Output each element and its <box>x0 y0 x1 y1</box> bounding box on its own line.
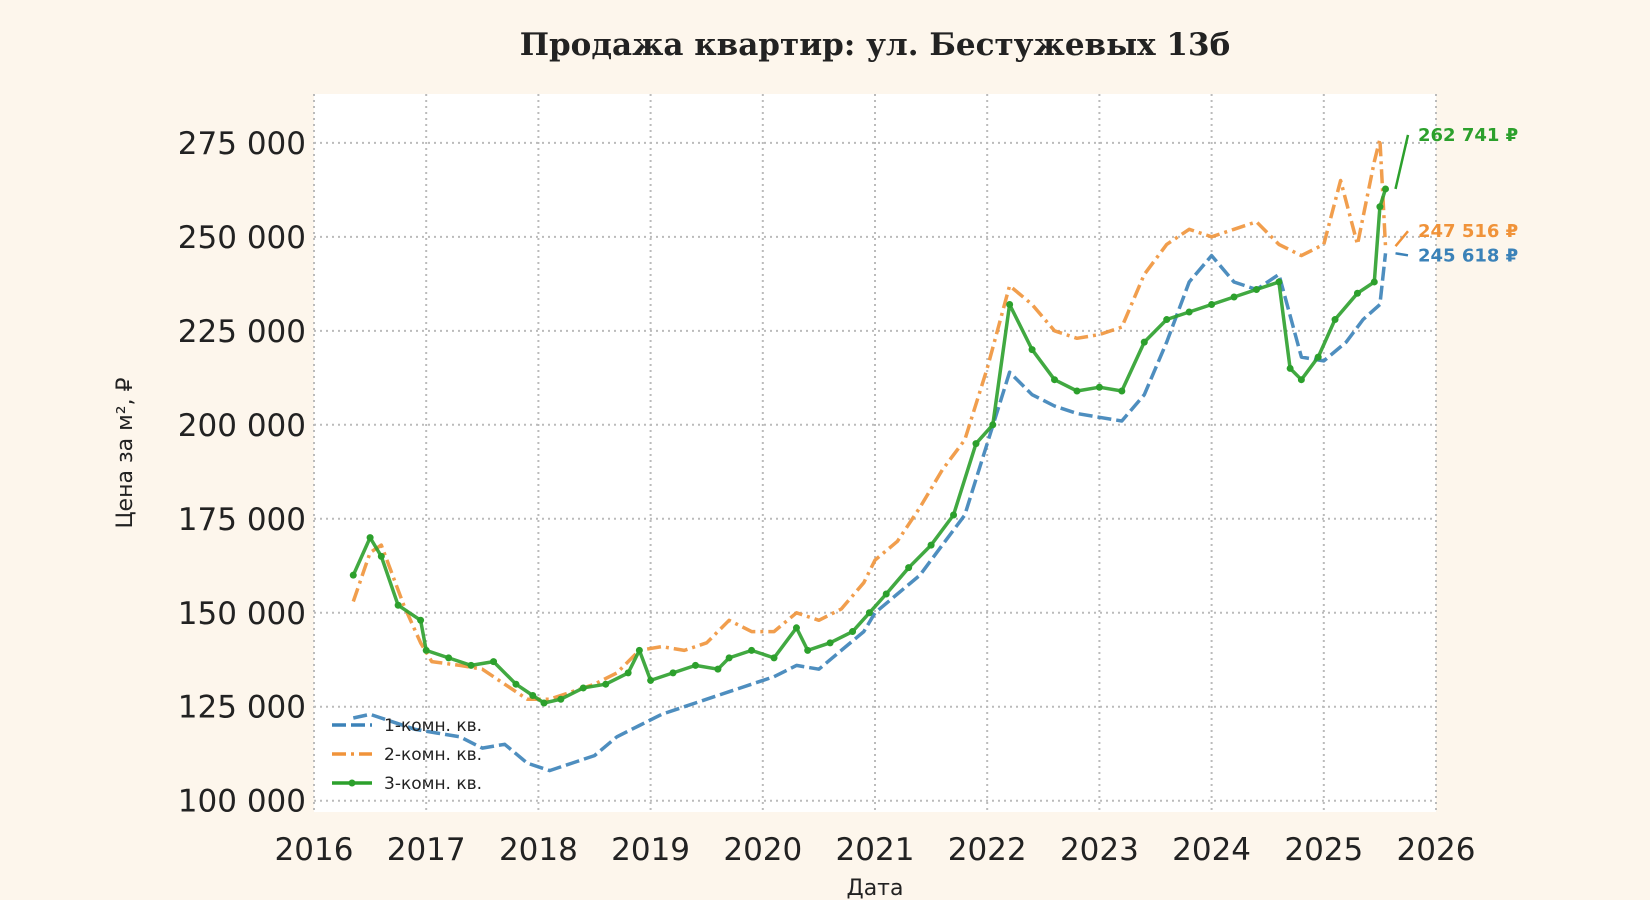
data-point <box>394 601 402 609</box>
data-point <box>1297 376 1305 384</box>
data-point <box>804 646 812 654</box>
data-point <box>792 624 800 632</box>
data-point <box>647 676 655 684</box>
x-tick-label: 2025 <box>1284 832 1363 868</box>
end-label-arrow <box>1395 252 1409 257</box>
y-tick-label: 200 000 <box>178 408 306 444</box>
data-point <box>377 552 385 560</box>
data-point <box>1252 285 1260 293</box>
data-point <box>849 628 857 636</box>
chart-title: Продажа квартир: ул. Бестужевых 13б <box>520 27 1231 63</box>
grid <box>313 94 1437 812</box>
legend-label: 1-комн. кв. <box>384 716 482 736</box>
data-point <box>725 654 733 662</box>
data-point <box>1095 383 1103 391</box>
end-label: 247 516 ₽ <box>1418 221 1518 242</box>
series-group <box>349 137 1390 773</box>
x-axis-label: Дата <box>847 876 904 900</box>
data-point <box>529 691 537 699</box>
data-point <box>927 541 935 549</box>
data-point <box>865 609 873 617</box>
x-tick-label: 2018 <box>499 832 578 868</box>
data-point <box>1230 293 1238 301</box>
data-point <box>349 571 357 579</box>
data-point <box>972 440 980 448</box>
data-point <box>882 590 890 598</box>
data-point <box>422 646 430 654</box>
data-point <box>1353 289 1361 297</box>
data-point <box>826 639 834 647</box>
data-point <box>669 669 677 677</box>
end-label: 262 741 ₽ <box>1418 125 1518 146</box>
data-point <box>905 564 913 572</box>
data-point <box>602 680 610 688</box>
x-ticks: 2016 2017 2018 2019 2020 2021 2022 2023 2024 2025… <box>275 832 1476 868</box>
data-point <box>417 616 425 624</box>
legend: 1-комн. кв. 2-комн. кв. 3-комн. кв. <box>332 716 482 794</box>
data-point <box>989 421 997 429</box>
data-point <box>714 665 722 673</box>
y-tick-label: 125 000 <box>178 690 306 726</box>
x-tick-label: 2020 <box>723 832 802 868</box>
data-point <box>691 661 699 669</box>
y-tick-label: 275 000 <box>178 126 306 162</box>
data-point <box>1314 353 1322 361</box>
data-point <box>748 646 756 654</box>
data-point <box>1163 316 1171 324</box>
data-point <box>1208 301 1216 309</box>
data-point <box>540 699 548 707</box>
data-point <box>557 695 565 703</box>
data-point <box>1051 376 1059 384</box>
data-point <box>366 534 374 542</box>
data-point <box>512 680 520 688</box>
y-axis-label: Цена за м², ₽ <box>113 377 138 528</box>
y-tick-label: 100 000 <box>178 784 306 820</box>
y-ticks: 100 000 125 000 150 000 175 000 200 000 225 0… <box>178 126 306 820</box>
data-point <box>624 669 632 677</box>
x-tick-label: 2019 <box>611 832 690 868</box>
end-labels: 245 618 ₽ 247 516 ₽ 262 741 ₽ <box>1394 125 1518 266</box>
plot-background <box>314 94 1436 812</box>
data-point <box>1275 278 1283 286</box>
data-point <box>1118 387 1126 395</box>
x-tick-label: 2022 <box>948 832 1027 868</box>
data-point <box>1073 387 1081 395</box>
data-point <box>1286 364 1294 372</box>
data-point <box>490 658 498 666</box>
x-tick-label: 2017 <box>387 832 466 868</box>
y-tick-label: 175 000 <box>178 502 306 538</box>
data-point <box>1028 346 1036 354</box>
data-point <box>950 511 958 519</box>
data-point <box>1376 203 1384 211</box>
end-label: 245 618 ₽ <box>1418 245 1518 266</box>
data-point <box>1140 338 1148 346</box>
series-line <box>351 137 1388 701</box>
data-point <box>1370 278 1378 286</box>
x-tick-label: 2026 <box>1397 832 1476 868</box>
y-tick-label: 225 000 <box>178 314 306 350</box>
x-tick-label: 2021 <box>836 832 915 868</box>
data-point <box>467 661 475 669</box>
data-point <box>445 654 453 662</box>
x-tick-label: 2024 <box>1172 832 1251 868</box>
data-point <box>1185 308 1193 316</box>
series-line <box>352 253 1388 773</box>
y-tick-label: 150 000 <box>178 596 306 632</box>
data-point <box>1331 316 1339 324</box>
data-point <box>1006 301 1014 309</box>
legend-marker <box>348 779 356 787</box>
y-tick-label: 250 000 <box>178 220 306 256</box>
legend-label: 3-комн. кв. <box>384 774 482 794</box>
end-label-arrow <box>1394 134 1410 190</box>
data-point <box>770 654 778 662</box>
data-point <box>1382 185 1390 193</box>
x-tick-label: 2016 <box>275 832 354 868</box>
x-tick-label: 2023 <box>1060 832 1139 868</box>
data-point <box>635 646 643 654</box>
end-label-arrow <box>1394 230 1409 247</box>
data-point <box>579 684 587 692</box>
legend-label: 2-комн. кв. <box>384 745 482 765</box>
